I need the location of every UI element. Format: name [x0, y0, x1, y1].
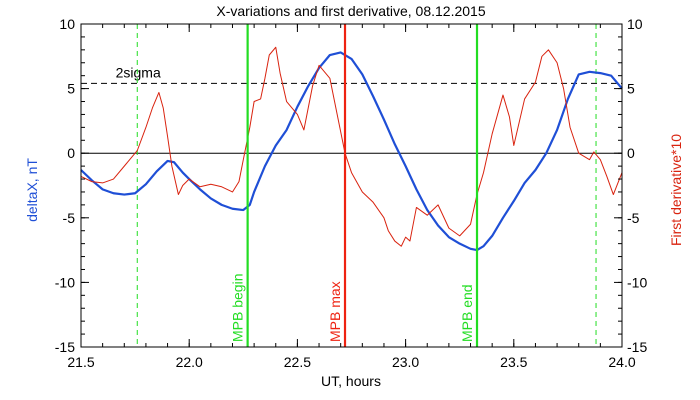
x-tick-label-4: 23.5: [500, 354, 527, 370]
x-tick-label-2: 22.5: [284, 354, 311, 370]
y-tick-label-left-0: -15: [55, 339, 75, 355]
plot-frame: [80, 23, 623, 348]
x-axis-label: UT, hours: [321, 373, 381, 389]
y-tick-label-left-3: 0: [67, 145, 75, 161]
y-tick-label-left-2: -5: [63, 210, 76, 226]
y-tick-label-right-5: 10: [627, 16, 643, 32]
y-axis-label-left: deltaX, nT: [24, 158, 40, 222]
x-tick-label-0: 21.5: [67, 354, 94, 370]
x-tick-label-1: 22.0: [176, 354, 203, 370]
y-tick-label-right-3: 0: [627, 145, 635, 161]
y-tick-label-right-0: -15: [627, 339, 647, 355]
chart-title: X-variations and first derivative, 08.12…: [216, 3, 485, 19]
marker-label-1: MPB begin: [230, 274, 246, 342]
axes-ticks: 21.5 22.0 22.5 23.0 23.5 24.0-15-10-50510-15-…: [55, 16, 648, 370]
y-tick-label-right-2: -5: [627, 210, 640, 226]
threshold-label: 2sigma: [116, 64, 161, 80]
y-tick-label-left-1: -10: [55, 274, 75, 290]
y-tick-label-right-1: -10: [627, 274, 647, 290]
y-tick-label-left-4: 5: [67, 81, 75, 97]
y-axis-label-right: First derivative*10: [668, 134, 684, 246]
x-tick-label-5: 24.0: [608, 354, 635, 370]
marker-label-3: MPB end: [459, 284, 475, 342]
marker-label-2: MPB max: [327, 281, 343, 342]
plot-content: 2sigma MPB begin MPB max MPB end: [80, 24, 623, 347]
x-tick-label-3: 23.0: [392, 354, 419, 370]
y-tick-label-left-5: 10: [59, 16, 75, 32]
y-tick-label-right-4: 5: [627, 81, 635, 97]
